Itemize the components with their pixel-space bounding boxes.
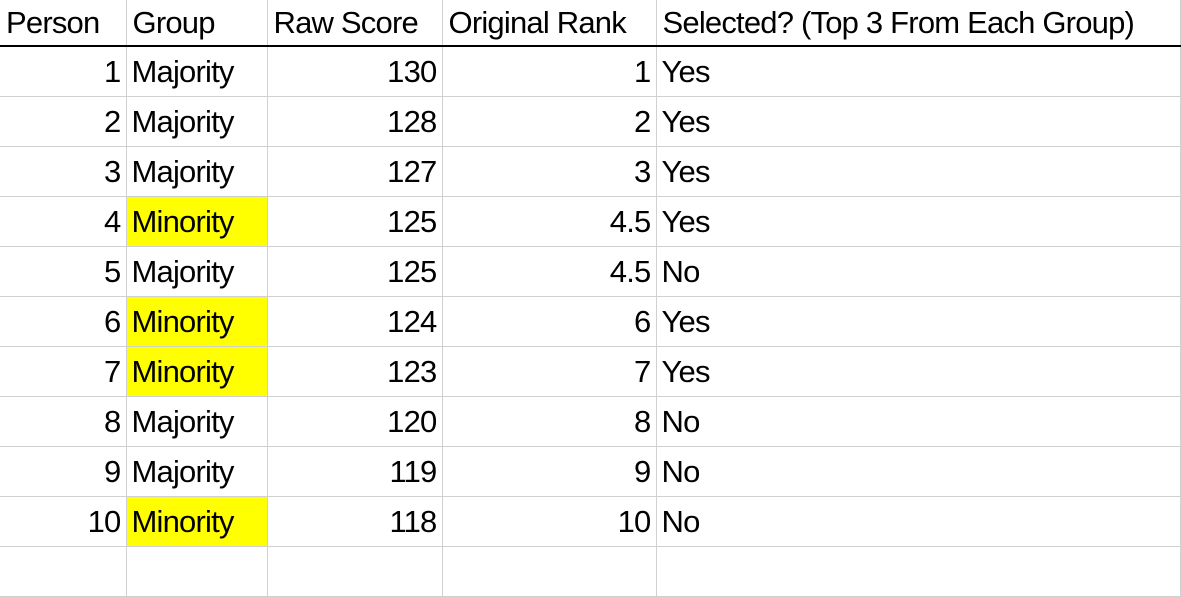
cell-selected[interactable]: No (656, 446, 1181, 497)
cell-original-rank[interactable]: 1 (442, 46, 657, 97)
cell-selected[interactable]: No (656, 396, 1181, 447)
cell-group[interactable]: Majority (126, 96, 268, 147)
cell-original-rank[interactable]: 7 (442, 346, 657, 397)
table-row: 1 Majority 130 1 Yes (0, 46, 1181, 97)
cell-person[interactable]: 2 (0, 96, 127, 147)
empty-row (0, 546, 1181, 597)
cell-raw-score[interactable]: 127 (267, 146, 443, 197)
cell-group[interactable]: Majority (126, 446, 268, 497)
cell-group[interactable]: Majority (126, 396, 268, 447)
empty-cell[interactable] (126, 546, 268, 597)
empty-cell[interactable] (0, 546, 127, 597)
empty-cell[interactable] (442, 546, 657, 597)
cell-group[interactable]: Minority (126, 196, 268, 247)
cell-raw-score[interactable]: 123 (267, 346, 443, 397)
cell-selected[interactable]: Yes (656, 196, 1181, 247)
table-row: 2 Majority 128 2 Yes (0, 96, 1181, 147)
cell-group[interactable]: Minority (126, 346, 268, 397)
table-row: 9 Majority 119 9 No (0, 446, 1181, 497)
cell-original-rank[interactable]: 4.5 (442, 246, 657, 297)
cell-original-rank[interactable]: 10 (442, 496, 657, 547)
cell-group[interactable]: Minority (126, 496, 268, 547)
cell-group[interactable]: Majority (126, 146, 268, 197)
cell-original-rank[interactable]: 9 (442, 446, 657, 497)
cell-selected[interactable]: Yes (656, 346, 1181, 397)
cell-selected[interactable]: No (656, 246, 1181, 297)
cell-selected[interactable]: Yes (656, 146, 1181, 197)
table-row: 5 Majority 125 4.5 No (0, 246, 1181, 297)
cell-selected[interactable]: Yes (656, 46, 1181, 97)
cell-person[interactable]: 5 (0, 246, 127, 297)
cell-group[interactable]: Majority (126, 246, 268, 297)
cell-raw-score[interactable]: 118 (267, 496, 443, 547)
cell-raw-score[interactable]: 124 (267, 296, 443, 347)
cell-raw-score[interactable]: 119 (267, 446, 443, 497)
header-person[interactable]: Person (0, 0, 127, 47)
cell-original-rank[interactable]: 8 (442, 396, 657, 447)
cell-selected[interactable]: Yes (656, 96, 1181, 147)
cell-person[interactable]: 8 (0, 396, 127, 447)
cell-person[interactable]: 1 (0, 46, 127, 97)
cell-selected[interactable]: Yes (656, 296, 1181, 347)
table-row: 10 Minority 118 10 No (0, 496, 1181, 547)
cell-original-rank[interactable]: 4.5 (442, 196, 657, 247)
cell-group[interactable]: Minority (126, 296, 268, 347)
empty-cell[interactable] (656, 546, 1181, 597)
empty-cell[interactable] (267, 546, 443, 597)
table-row: 6 Minority 124 6 Yes (0, 296, 1181, 347)
cell-person[interactable]: 7 (0, 346, 127, 397)
cell-person[interactable]: 6 (0, 296, 127, 347)
table-row: 7 Minority 123 7 Yes (0, 346, 1181, 397)
header-selected[interactable]: Selected? (Top 3 From Each Group) (656, 0, 1181, 47)
header-original-rank[interactable]: Original Rank (442, 0, 657, 47)
cell-original-rank[interactable]: 2 (442, 96, 657, 147)
header-group[interactable]: Group (126, 0, 268, 47)
cell-raw-score[interactable]: 125 (267, 246, 443, 297)
cell-group[interactable]: Majority (126, 46, 268, 97)
cell-raw-score[interactable]: 120 (267, 396, 443, 447)
cell-person[interactable]: 9 (0, 446, 127, 497)
cell-selected[interactable]: No (656, 496, 1181, 547)
cell-raw-score[interactable]: 128 (267, 96, 443, 147)
header-raw-score[interactable]: Raw Score (267, 0, 443, 47)
cell-raw-score[interactable]: 125 (267, 196, 443, 247)
cell-original-rank[interactable]: 6 (442, 296, 657, 347)
table-row: 3 Majority 127 3 Yes (0, 146, 1181, 197)
table-row: 8 Majority 120 8 No (0, 396, 1181, 447)
cell-original-rank[interactable]: 3 (442, 146, 657, 197)
table-row: 4 Minority 125 4.5 Yes (0, 196, 1181, 247)
cell-raw-score[interactable]: 130 (267, 46, 443, 97)
cell-person[interactable]: 3 (0, 146, 127, 197)
header-row: Person Group Raw Score Original Rank Sel… (0, 0, 1181, 47)
cell-person[interactable]: 10 (0, 496, 127, 547)
cell-person[interactable]: 4 (0, 196, 127, 247)
